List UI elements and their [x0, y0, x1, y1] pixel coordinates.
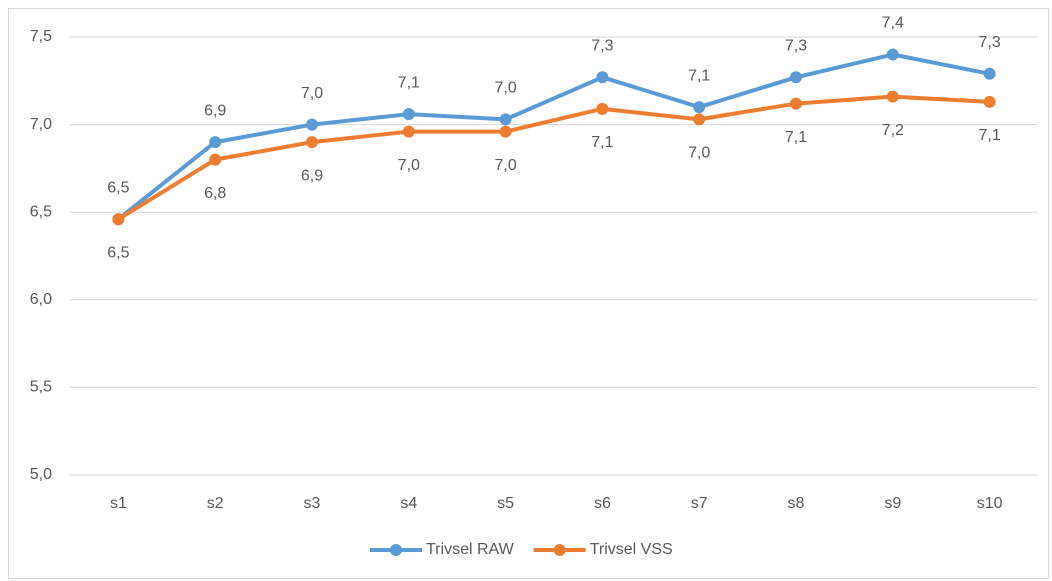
point: [112, 213, 125, 226]
y-tick-label: 7,0: [30, 116, 52, 133]
legend-label: Trivsel VSS: [590, 541, 673, 558]
point: [209, 136, 222, 149]
data-label: 7,0: [688, 145, 710, 162]
x-tick-label: s2: [207, 495, 224, 512]
data-label: 6,9: [204, 102, 226, 119]
x-tick-label: s1: [110, 495, 127, 512]
data-label: 6,8: [204, 185, 226, 202]
y-tick-label: 6,0: [30, 291, 52, 308]
y-tick-label: 5,5: [30, 379, 52, 396]
point: [886, 90, 899, 103]
x-tick-label: s10: [977, 495, 1003, 512]
point: [886, 48, 899, 61]
data-label: 7,2: [882, 122, 904, 139]
legend-marker: [553, 544, 566, 556]
x-tick-label: s4: [400, 495, 417, 512]
point: [209, 153, 222, 166]
x-tick-label: s8: [788, 495, 805, 512]
data-label: 7,3: [978, 34, 1000, 51]
point: [790, 97, 802, 110]
point: [402, 108, 415, 121]
y-tick-label: 5,0: [30, 466, 52, 483]
data-label: 7,1: [785, 129, 807, 146]
point: [596, 71, 609, 84]
x-tick-label: s5: [497, 495, 514, 512]
data-label: 7,1: [591, 134, 613, 151]
point: [306, 118, 318, 131]
x-tick-label: s9: [884, 495, 901, 512]
point: [983, 67, 996, 80]
data-label: 7,4: [882, 15, 904, 32]
point: [693, 113, 706, 126]
data-label: 7,0: [494, 157, 516, 174]
data-label: 7,1: [398, 74, 420, 91]
series-line: [117, 94, 990, 221]
legend-marker: [390, 544, 402, 556]
point: [499, 125, 512, 138]
point: [306, 136, 318, 149]
point: [983, 95, 996, 108]
y-tick-label: 7,5: [30, 28, 52, 45]
data-label: 6,5: [107, 179, 129, 196]
x-tick-label: s6: [594, 495, 611, 512]
point: [596, 102, 609, 115]
data-label: 7,1: [688, 67, 710, 84]
point: [790, 71, 802, 84]
data-label: 7,3: [785, 38, 807, 55]
point: [693, 101, 706, 114]
data-label: 7,0: [494, 80, 516, 97]
legend-label: Trivsel RAW: [426, 541, 515, 558]
x-tick-label: s3: [304, 495, 321, 512]
chart-border: [8, 8, 1049, 579]
x-tick-label: s7: [691, 495, 708, 512]
data-label: 7,3: [591, 38, 613, 55]
data-label: 7,0: [301, 85, 323, 102]
data-label: 7,1: [978, 127, 1000, 144]
data-label: 7,0: [398, 157, 420, 174]
data-label: 6,9: [301, 167, 323, 184]
series-line: [117, 52, 990, 221]
y-tick-label: 6,5: [30, 203, 52, 220]
point: [499, 113, 512, 126]
point: [402, 125, 415, 138]
data-label: 6,5: [107, 244, 129, 261]
